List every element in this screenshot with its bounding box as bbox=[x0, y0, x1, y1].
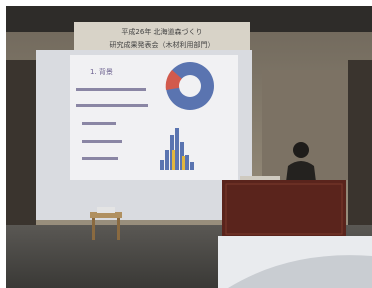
banner-line: 研究成果発表会（木材利用部門） bbox=[110, 40, 215, 49]
banner-line: 平成26年 北海道森づくり bbox=[121, 27, 202, 36]
slide-heading: 1. 背景 bbox=[90, 67, 113, 76]
left-pillar bbox=[6, 60, 36, 230]
table-leg bbox=[92, 218, 95, 240]
podium bbox=[222, 180, 346, 238]
photo: 平成26年 北海道森づくり 研究成果発表会（木材利用部門） 1. 背景 bbox=[0, 0, 372, 288]
right-pillar bbox=[348, 60, 372, 240]
table-leg bbox=[117, 218, 120, 240]
projector bbox=[97, 207, 115, 213]
presenter-head bbox=[293, 142, 309, 158]
pie-hole bbox=[179, 75, 201, 97]
page: 平成26年 北海道森づくり 研究成果発表会（木材利用部門） 1. 背景 (() … bbox=[0, 0, 372, 288]
